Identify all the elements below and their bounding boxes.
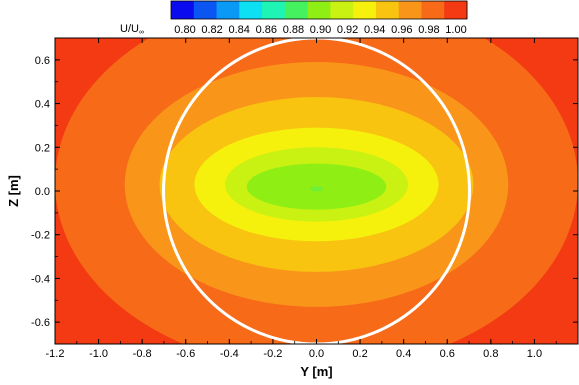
x-axis: -1.2 -1.0 -0.8 -0.6 -0.4 -0.2 0.0 0.2 0.4 0.6 0.8 1… (46, 38, 579, 360)
y-axis-title: Z [m] (6, 175, 21, 207)
colorbar-tick-label: 0.98 (418, 24, 439, 36)
colorbar-swatches (170, 0, 468, 20)
y-axis: 0.6 0.4 0.2 0.0 -0.2 -0.4 -0.6 (31, 37, 578, 345)
contour-bands (55, 38, 578, 344)
colorbar-tick-label: 0.80 (174, 24, 195, 36)
contour-band-0.86 (309, 186, 324, 192)
x-tick-label: 0.8 (483, 348, 498, 360)
colorbar-swatch (421, 1, 445, 19)
reference-circle (162, 38, 471, 344)
y-tick-label: -0.6 (31, 317, 50, 329)
x-tick-label: -1.2 (46, 348, 65, 360)
x-tick-label: 1.0 (527, 348, 542, 360)
colorbar-tick-label: 0.82 (201, 24, 222, 36)
x-tick-label: -0.2 (263, 348, 282, 360)
x-tick-label: 0.0 (309, 348, 324, 360)
y-tick-label: 0.2 (35, 142, 50, 154)
colorbar-frame (170, 0, 468, 20)
colorbar-tick-label: 0.84 (228, 24, 249, 36)
x-tick-label: 0.4 (396, 348, 411, 360)
colorbar-tick-label: 0.96 (391, 24, 412, 36)
colorbar-swatch (307, 1, 331, 19)
colorbar-tick-label: 1.00 (445, 24, 466, 36)
colorbar-tick-labels: 0.80 0.82 0.84 0.86 0.88 0.90 0.92 0.94 0.96 0.98… (174, 24, 466, 36)
x-tick-label: 0.2 (352, 348, 367, 360)
y-tick-label: 0.6 (35, 55, 50, 67)
colorbar-swatch (444, 1, 468, 19)
y-tick-label: 0.0 (35, 186, 50, 198)
colorbar-label: U/U∞ (120, 23, 144, 36)
colorbar-swatch (171, 1, 195, 19)
colorbar-tick-label: 0.86 (256, 24, 277, 36)
y-tick-label: -0.4 (31, 273, 50, 285)
colorbar-tick-label: 0.90 (310, 24, 331, 36)
colorbar-tick-label: 0.94 (364, 24, 385, 36)
x-axis-title: Y [m] (300, 364, 332, 379)
colorbar-swatch (193, 1, 218, 19)
colorbar-swatch (216, 1, 240, 19)
colorbar-tick-label: 0.92 (337, 24, 358, 36)
colorbar-swatch (239, 1, 263, 19)
x-tick-label: -0.6 (176, 348, 195, 360)
colorbar-swatch (284, 1, 309, 19)
x-tick-label: -0.8 (133, 348, 152, 360)
colorbar-tick-label: 0.88 (283, 24, 304, 36)
colorbar-swatch (262, 1, 286, 19)
colorbar-swatch (353, 1, 377, 19)
x-tick-label: -1.0 (89, 348, 108, 360)
colorbar-swatch (330, 1, 354, 19)
y-tick-label: 0.4 (35, 99, 50, 111)
colorbar-swatch (398, 1, 422, 19)
colorbar-legend: U/U∞ 0.80 0.82 0.84 0.86 0.88 0.90 0.92 0.94 0.9… (120, 0, 468, 36)
x-tick-label: -0.4 (220, 348, 239, 360)
plot-area (55, 38, 578, 344)
y-tick-label: -0.2 (31, 230, 50, 242)
x-tick-label: 0.6 (440, 348, 455, 360)
colorbar-swatch (375, 1, 400, 19)
